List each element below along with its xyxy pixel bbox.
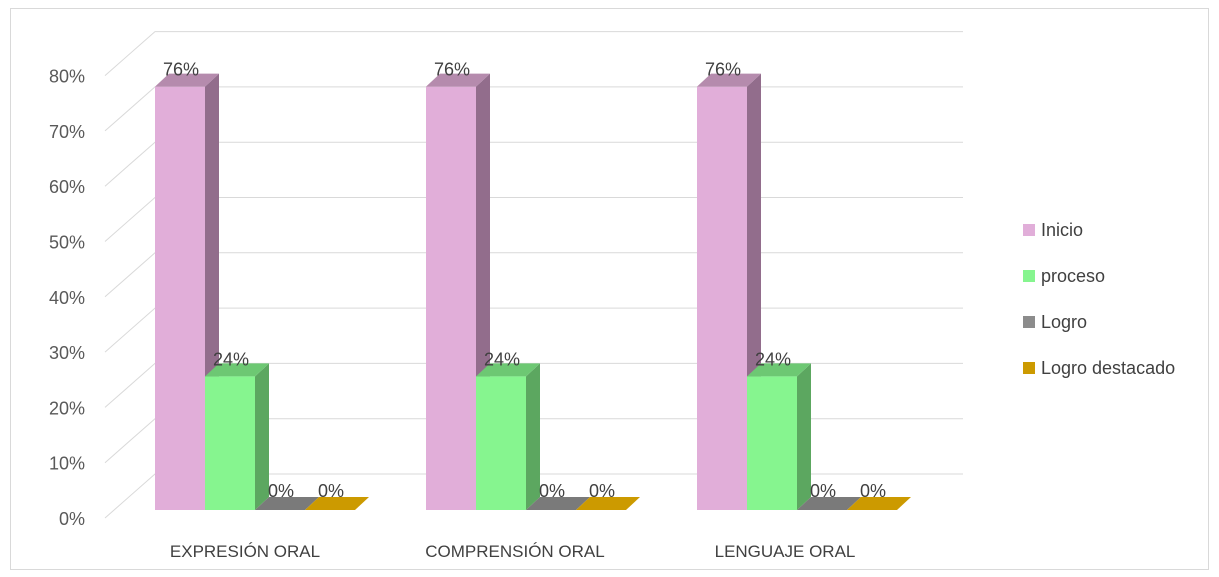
legend-swatch xyxy=(1023,362,1035,374)
chart-frame xyxy=(10,8,1209,570)
category-label: COMPRENSIÓN ORAL xyxy=(425,542,604,561)
y-tick-label: 40% xyxy=(49,288,85,308)
y-tick-label: 80% xyxy=(49,67,85,87)
gridline xyxy=(104,197,963,242)
data-label: 0% xyxy=(589,481,615,501)
gridlines xyxy=(104,31,963,519)
y-tick-label: 20% xyxy=(49,398,85,418)
category-label: EXPRESIÓN ORAL xyxy=(170,542,320,561)
category-label: LENGUAJE ORAL xyxy=(715,542,856,561)
data-label: 24% xyxy=(484,349,520,369)
data-label: 0% xyxy=(268,481,294,501)
bar-side xyxy=(797,363,811,510)
gridline xyxy=(104,307,963,353)
bar-front xyxy=(476,376,526,510)
data-label: 76% xyxy=(705,60,741,80)
bar-top xyxy=(476,363,540,377)
legend-swatch xyxy=(1023,316,1035,328)
bar-flat xyxy=(526,497,590,510)
y-tick-label: 70% xyxy=(49,122,85,142)
y-tick-label: 30% xyxy=(49,343,85,363)
bar-flat xyxy=(576,497,640,510)
legend-label: Inicio xyxy=(1041,220,1083,240)
bars xyxy=(155,73,911,511)
y-tick-label: 10% xyxy=(49,454,85,474)
gridline xyxy=(104,86,963,132)
y-tick-label: 60% xyxy=(49,177,85,197)
bar-front xyxy=(155,86,205,511)
data-label: 0% xyxy=(318,481,344,501)
x-axis-categories: EXPRESIÓN ORAL COMPRENSIÓN ORAL LENGUAJE O… xyxy=(170,542,855,561)
bar-flat xyxy=(797,497,861,510)
data-label: 24% xyxy=(755,349,791,369)
bar-front xyxy=(697,86,747,511)
data-label: 0% xyxy=(810,481,836,501)
bar-front xyxy=(426,86,476,511)
bar-flat xyxy=(255,497,319,510)
legend-swatch xyxy=(1023,270,1035,282)
bar-top xyxy=(155,73,219,87)
data-label: 0% xyxy=(860,481,886,501)
data-label: 0% xyxy=(539,481,565,501)
data-label: 76% xyxy=(434,60,470,80)
data-labels: 76% 24% 0% 0% 76% 24% 0% 0% 76% 24% 0% 0% xyxy=(163,60,886,501)
gridline xyxy=(104,141,963,187)
legend-swatch xyxy=(1023,224,1035,236)
bar-front xyxy=(205,376,255,510)
legend-label: proceso xyxy=(1041,266,1105,286)
gridline xyxy=(104,31,963,76)
gridline xyxy=(104,252,963,298)
bar-front xyxy=(747,376,797,510)
bar-flat xyxy=(847,497,911,510)
legend-label: Logro destacado xyxy=(1041,358,1175,378)
bar-top xyxy=(747,363,811,377)
bar-side xyxy=(526,363,540,510)
bar-top xyxy=(426,73,490,87)
bar-side xyxy=(255,363,269,510)
y-tick-label: 50% xyxy=(49,233,85,253)
bar-top xyxy=(205,363,269,377)
legend-label: Logro xyxy=(1041,312,1087,332)
bar-top xyxy=(697,73,761,87)
data-label: 24% xyxy=(213,349,249,369)
y-axis-ticks: 0% 10% 20% 30% 40% 50% 60% 70% 80% xyxy=(49,67,85,529)
legend: Inicio proceso Logro Logro destacado xyxy=(1023,220,1175,378)
bar-flat xyxy=(305,497,369,510)
data-label: 76% xyxy=(163,60,199,80)
y-tick-label: 0% xyxy=(59,509,85,529)
